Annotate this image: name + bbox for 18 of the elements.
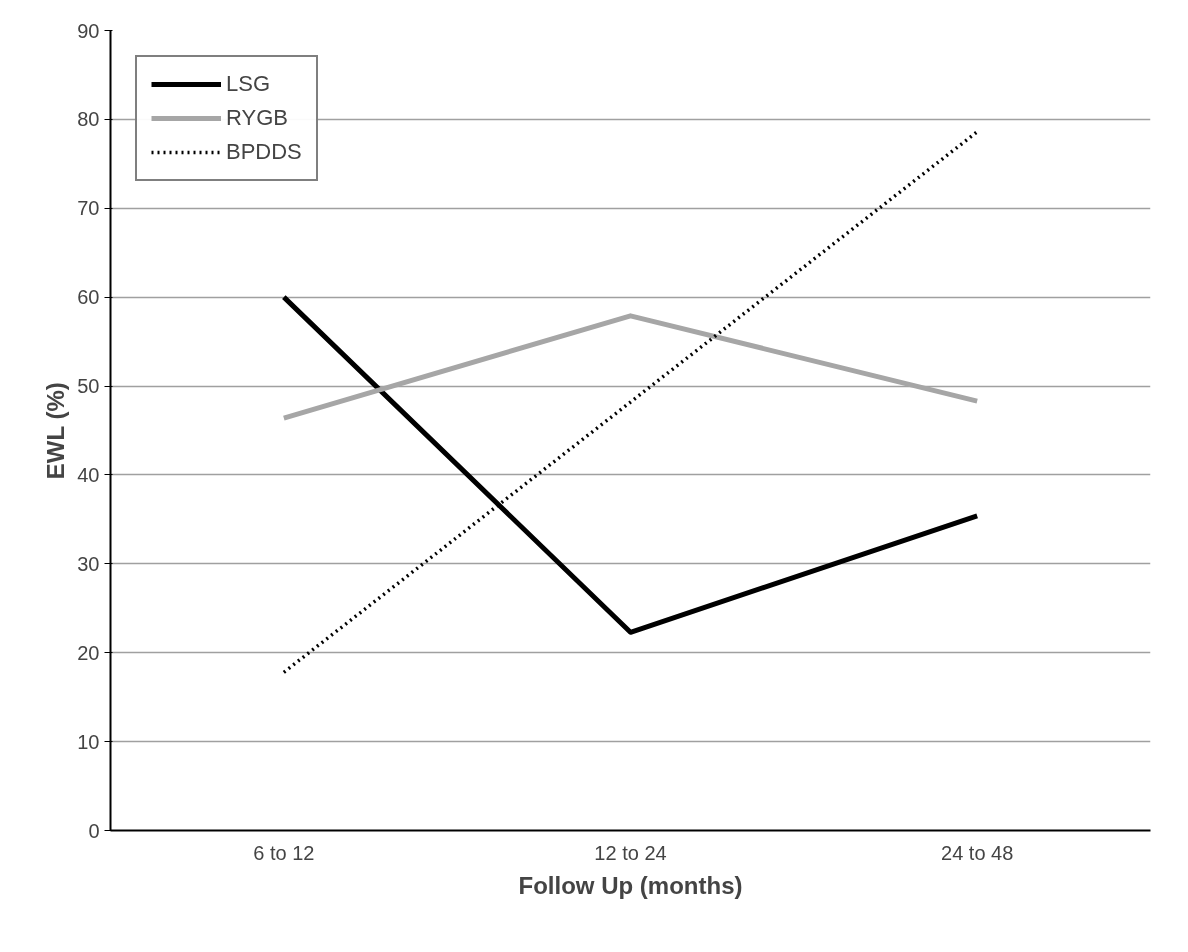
y-tick-label: 60 — [77, 286, 100, 309]
y-tick-label: 50 — [77, 375, 100, 398]
x-tick-label: 12 to 24 — [594, 841, 667, 864]
y-axis-title: EWL (%) — [42, 382, 70, 480]
y-tick-label: 0 — [88, 819, 100, 842]
x-tick-label: 6 to 12 — [253, 841, 315, 864]
y-tick-label: 20 — [77, 641, 100, 664]
legend-label: RYGB — [226, 105, 288, 131]
y-tick-label: 80 — [77, 108, 100, 131]
legend-label: LSG — [226, 71, 271, 97]
y-tick-label: 70 — [77, 197, 100, 220]
y-tick-label: 30 — [77, 552, 100, 575]
x-tick-label: 24 to 48 — [941, 841, 1014, 864]
legend-label: BPDDS — [226, 139, 302, 165]
y-tick-label: 90 — [77, 19, 100, 42]
y-tick-label: 40 — [77, 463, 100, 486]
x-axis-title: Follow Up (months) — [518, 871, 743, 899]
y-tick-label: 10 — [77, 730, 100, 753]
